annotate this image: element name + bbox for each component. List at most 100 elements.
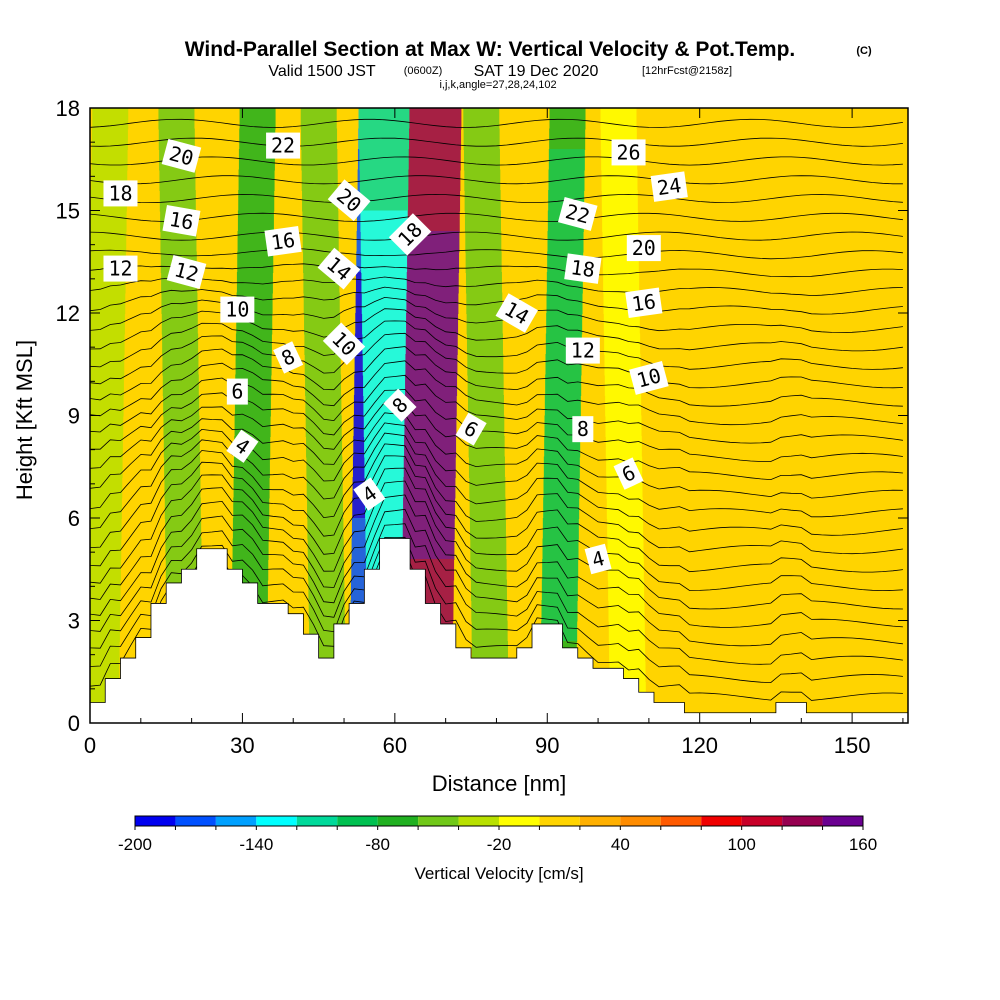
colorbar-tick-label: -140 <box>239 835 273 854</box>
velocity-cell <box>90 374 124 396</box>
colorbar-swatch <box>215 816 257 826</box>
velocity-cell <box>608 620 645 642</box>
contour-label-box <box>383 388 417 422</box>
velocity-cell <box>405 333 458 355</box>
velocity-cell <box>90 661 120 683</box>
isentrope-line <box>90 175 903 185</box>
velocity-cell <box>91 128 128 150</box>
contour-label-text: 8 <box>577 417 589 441</box>
velocity-cell <box>90 497 122 519</box>
velocity-cell <box>609 641 646 663</box>
velocity-cell <box>90 600 121 622</box>
colorbar-swatch <box>499 816 540 826</box>
y-axis-label: Height [Kft MSL] <box>12 340 37 500</box>
velocity-cell <box>358 108 411 130</box>
y-tick-label: 9 <box>68 404 80 429</box>
velocity-cell <box>466 292 503 314</box>
velocity-cell <box>544 395 581 417</box>
velocity-cell <box>466 333 503 355</box>
contour-label-text: 24 <box>656 173 683 200</box>
colorbar-swatch <box>701 816 742 826</box>
velocity-cell <box>362 313 415 335</box>
velocity-cell <box>90 579 121 601</box>
colorbar: -200 -140 -80 -20 40 100 160 <box>118 815 877 854</box>
contour-label-box <box>613 457 644 490</box>
isentrope-line <box>90 455 903 573</box>
contour-label-text: 16 <box>630 289 657 316</box>
colorbar-title: Vertical Velocity [cm/s] <box>414 864 583 883</box>
isentrope-line <box>90 494 903 628</box>
contour-label: 12 <box>565 337 600 364</box>
isentrope-line <box>90 320 903 370</box>
velocity-cell <box>406 272 459 294</box>
y-tick-label: 12 <box>56 301 80 326</box>
contour-label-box <box>584 543 612 575</box>
velocity-cell <box>601 190 638 212</box>
velocity-cell <box>305 415 342 437</box>
velocity-cell <box>467 354 504 376</box>
velocity-cell <box>409 108 462 130</box>
colorbar-tick-label: 100 <box>727 835 755 854</box>
isentrope-line <box>90 467 903 591</box>
x-tick-label: 30 <box>230 733 254 758</box>
velocity-cell <box>359 128 412 150</box>
velocity-cell <box>90 456 123 478</box>
velocity-cell <box>607 538 644 560</box>
y-tick-label: 15 <box>56 199 80 224</box>
contour-label-box <box>565 337 600 364</box>
velocity-cell <box>544 415 581 437</box>
velocity-cell <box>362 354 415 376</box>
isentrope-line <box>90 443 903 555</box>
velocity-cell <box>237 231 274 253</box>
contour-label-box <box>161 138 202 173</box>
velocity-cell <box>404 415 457 437</box>
velocity-cell <box>470 579 507 601</box>
velocity-cell <box>605 415 642 437</box>
isentrope-lines <box>90 118 903 701</box>
velocity-cell <box>360 210 413 232</box>
velocity-cell <box>471 620 508 642</box>
colorbar-swatch <box>296 816 338 826</box>
colorbar-swatch <box>660 816 702 826</box>
contour-label: 22 <box>557 196 598 231</box>
velocity-cell <box>90 354 125 376</box>
velocity-cell <box>406 292 459 314</box>
velocity-cell <box>465 272 502 294</box>
velocity-cell <box>92 108 129 130</box>
colorbar-tick-label: 40 <box>611 835 630 854</box>
contour-label: 4 <box>226 429 259 463</box>
isentrope-line <box>90 263 903 278</box>
velocity-cell <box>238 169 275 191</box>
contour-label-box <box>388 213 432 256</box>
colorbar-swatch <box>741 816 783 826</box>
velocity-cell <box>162 374 199 396</box>
x-axis-label: Distance [nm] <box>432 771 567 796</box>
velocity-cell <box>235 354 272 376</box>
colorbar-swatch <box>539 816 580 826</box>
colorbar-tick-label: 160 <box>849 835 877 854</box>
velocity-cell <box>164 497 201 519</box>
velocity-cell <box>601 169 638 191</box>
velocity-cell <box>164 477 201 499</box>
velocity-cell <box>463 149 500 171</box>
colorbar-swatch <box>337 816 378 826</box>
velocity-cell <box>405 374 458 396</box>
velocity-cell <box>465 231 502 253</box>
velocity-cell <box>607 518 644 540</box>
velocity-cell <box>305 395 342 417</box>
contour-label: 6 <box>613 457 644 490</box>
contour-label-text: 18 <box>569 255 596 282</box>
colorbar-swatch <box>418 816 459 826</box>
contour-label-box <box>266 132 301 159</box>
velocity-cell <box>90 436 123 458</box>
velocity-cell <box>303 292 340 314</box>
velocity-cell <box>308 600 345 622</box>
contour-label-box <box>327 179 371 222</box>
velocity-cell <box>470 538 507 560</box>
colorbar-swatch <box>579 816 621 826</box>
velocity-cell <box>602 210 639 232</box>
contour-label-text: 16 <box>168 207 196 235</box>
velocity-cell <box>543 497 580 519</box>
colorbar-tick-label: -80 <box>365 835 390 854</box>
velocity-cell <box>546 313 583 335</box>
